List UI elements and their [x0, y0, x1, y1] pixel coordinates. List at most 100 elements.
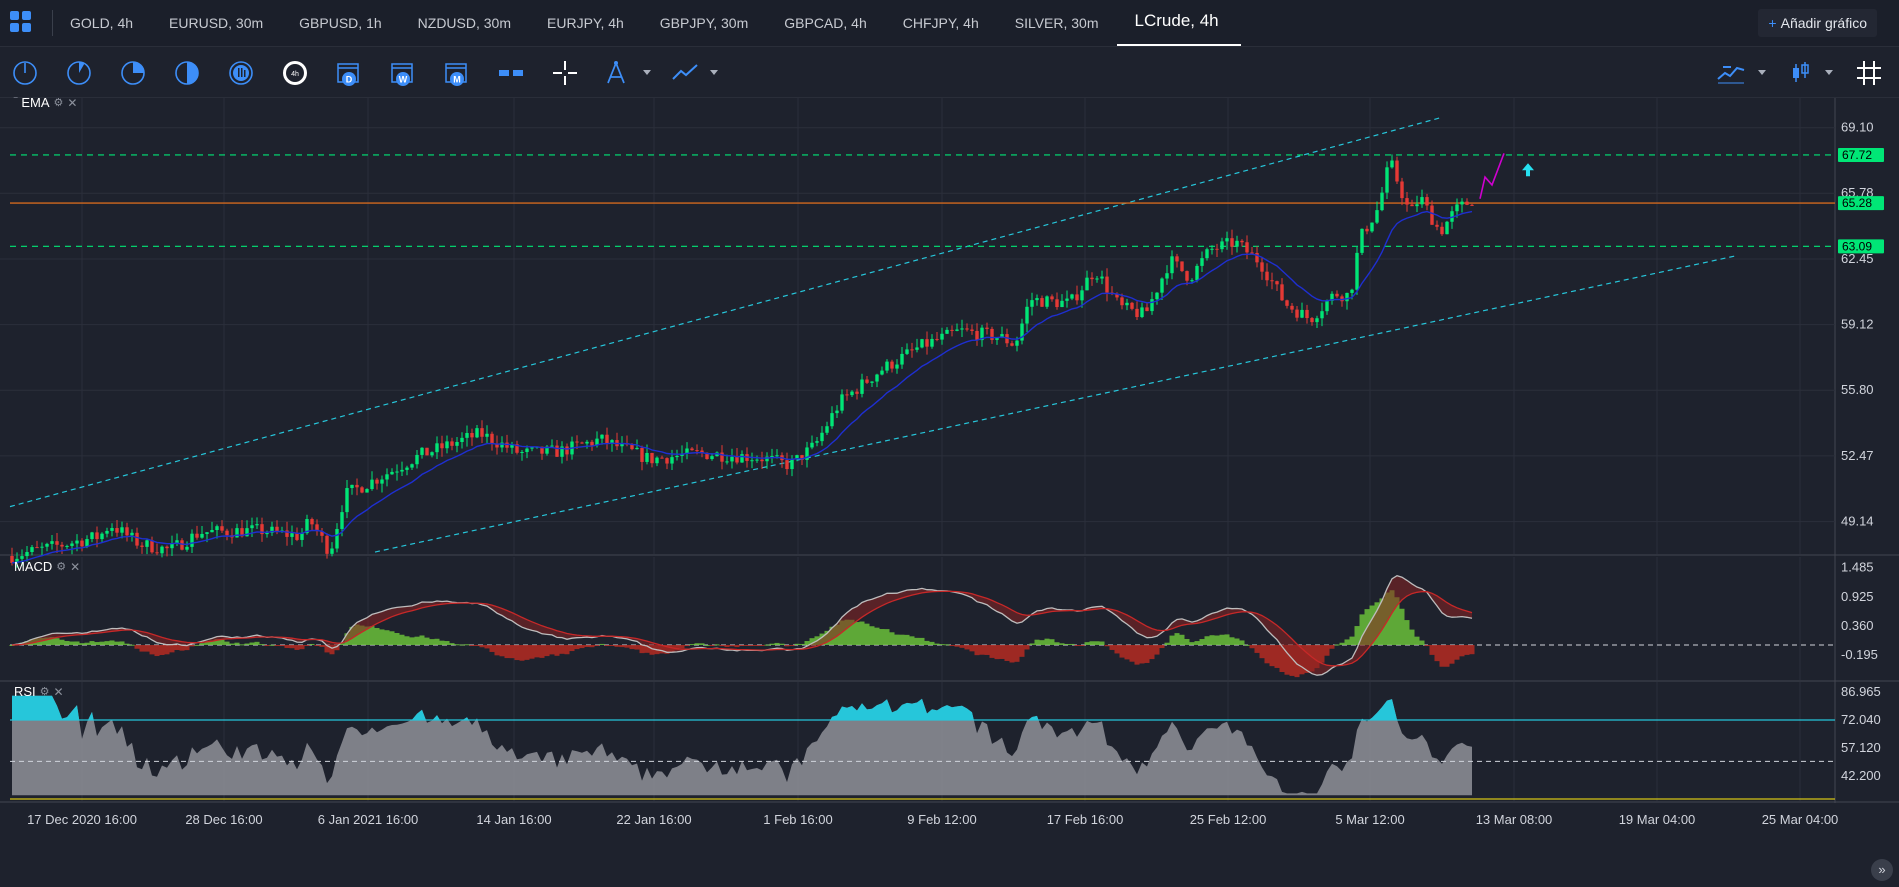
macd-histogram-bar	[239, 644, 245, 646]
candle-body	[585, 441, 589, 444]
tab-nzdusd-30m[interactable]: NZDUSD, 30m	[417, 15, 512, 31]
candle-body	[1400, 181, 1404, 199]
candle-body	[115, 528, 119, 533]
macd-histogram-bar	[149, 644, 155, 655]
drawing-tools-icon[interactable]	[602, 59, 630, 87]
calendar-monthly-icon[interactable]: M	[443, 59, 471, 87]
candle-body	[660, 457, 664, 459]
tab-gbpusd-1h[interactable]: GBPUSD, 1h	[299, 15, 382, 31]
close-icon[interactable]: ✕	[70, 559, 81, 574]
macd-histogram-bar	[169, 644, 175, 653]
tab-silver-30m[interactable]: SILVER, 30m	[1014, 15, 1099, 31]
macd-histogram-bar	[724, 644, 730, 647]
timeframe-4h-button[interactable]: 4h	[281, 59, 309, 87]
candle-body	[45, 543, 49, 547]
macd-histogram-bar	[754, 644, 760, 646]
range-icon[interactable]	[497, 59, 525, 87]
tab-gbpcad-4h[interactable]: GBPCAD, 4h	[784, 15, 867, 31]
indicators-icon[interactable]	[1717, 59, 1745, 87]
candlesticks	[10, 154, 1474, 568]
scroll-to-latest-icon[interactable]: »	[1871, 859, 1893, 881]
candle-body	[425, 447, 429, 456]
macd-histogram-bar	[1349, 636, 1355, 645]
timeframe-1h-icon[interactable]	[227, 59, 255, 87]
candle-body	[645, 452, 649, 462]
chevron-down-icon[interactable]	[1758, 70, 1766, 75]
candle-body	[445, 441, 449, 449]
calendar-daily-icon[interactable]: D	[335, 59, 363, 87]
macd-histogram-bar	[529, 644, 535, 659]
candle-body	[455, 442, 459, 446]
macd-histogram-bar	[479, 644, 485, 648]
candle-body	[915, 347, 919, 350]
tab-chfjpy-4h[interactable]: CHFJPY, 4h	[902, 15, 979, 31]
macd-histogram-bar	[1139, 644, 1145, 664]
rsi-axis-label: 42.200	[1841, 768, 1881, 783]
timeframe-5m-icon[interactable]	[65, 59, 93, 87]
add-chart-button[interactable]: + Añadir gráfico	[1758, 9, 1877, 37]
macd-histogram-bar	[1319, 644, 1325, 663]
trendline-icon[interactable]	[671, 59, 699, 87]
gear-icon[interactable]: ⚙	[53, 97, 64, 109]
price-chart[interactable]: 69.1065.7862.4559.1255.8052.4749.1467.72…	[0, 98, 1899, 887]
gear-icon[interactable]: ⚙	[39, 686, 50, 698]
macd-histogram-bar	[644, 644, 650, 653]
crosshair-icon[interactable]	[551, 59, 579, 87]
tab-eurusd-30m[interactable]: EURUSD, 30m	[169, 15, 264, 31]
candle-body	[1265, 271, 1269, 281]
macd-histogram-bar	[1214, 635, 1220, 645]
candle-body	[1005, 334, 1009, 344]
timeframe-15m-icon[interactable]	[119, 59, 147, 87]
macd-histogram-bar	[624, 644, 630, 648]
candle-body	[255, 524, 259, 526]
macd-histogram-bar	[589, 644, 595, 648]
chevron-down-icon[interactable]	[1825, 70, 1833, 75]
candle-body	[420, 447, 424, 455]
macd-histogram-bar	[579, 644, 585, 649]
apps-grid-icon[interactable]	[10, 11, 34, 35]
timeframe-1m-icon[interactable]	[11, 59, 39, 87]
tab-gold-4h[interactable]: GOLD, 4h	[70, 15, 134, 31]
price-axis-label: 62.45	[1841, 251, 1874, 266]
close-icon[interactable]: ✕	[67, 95, 78, 110]
macd-histogram-bar	[359, 625, 365, 645]
close-icon[interactable]: ✕	[53, 684, 64, 699]
chevron-down-icon[interactable]	[643, 70, 651, 75]
macd-histogram-bar	[559, 644, 565, 654]
candle-body	[580, 442, 584, 444]
macd-histogram-bar	[444, 641, 450, 645]
grid-toggle-icon[interactable]	[1855, 59, 1883, 87]
chart-area[interactable]: 69.10 65.78 62.45 59.12 55.80 52.47 49.14 67.72…	[0, 95, 1899, 887]
candle-body	[1415, 204, 1419, 207]
rsi-area	[12, 695, 1472, 796]
candle-body	[180, 540, 184, 550]
tab-gbpjpy-30m[interactable]: GBPJPY, 30m	[659, 15, 749, 31]
macd-histogram-bar	[774, 642, 780, 645]
tab-lcrude-4h[interactable]: LCrude, 4h	[1116, 0, 1241, 46]
candle-body	[1390, 160, 1394, 168]
macd-histogram-bar	[769, 643, 775, 645]
macd-histogram-bar	[629, 644, 635, 650]
rsi-axis-label: 86.965	[1841, 684, 1881, 699]
candle-body	[795, 455, 799, 460]
candle-body	[1435, 224, 1439, 227]
chevron-down-icon[interactable]	[710, 70, 718, 75]
macd-histogram-bar	[409, 637, 415, 645]
candle-body	[145, 540, 149, 547]
candle-body	[20, 556, 24, 559]
candle-body	[880, 370, 884, 375]
collapse-icon[interactable]: ‾	[14, 97, 18, 108]
gear-icon[interactable]: ⚙	[56, 561, 67, 573]
macd-histogram-bar	[489, 644, 495, 652]
candle-body	[40, 546, 44, 548]
tab-eurjpy-4h[interactable]: EURJPY, 4h	[547, 15, 624, 31]
calendar-weekly-icon[interactable]: W	[389, 59, 417, 87]
price-marker-label: 65.28	[1842, 196, 1872, 210]
chart-type-candles-icon[interactable]	[1786, 59, 1814, 87]
macd-histogram-bar	[99, 641, 105, 645]
macd-histogram-bar	[739, 644, 745, 646]
timeframe-30m-icon[interactable]	[173, 59, 201, 87]
macd-histogram-bar	[954, 644, 960, 647]
macd-histogram-bar	[939, 644, 945, 646]
candle-body	[980, 327, 984, 341]
